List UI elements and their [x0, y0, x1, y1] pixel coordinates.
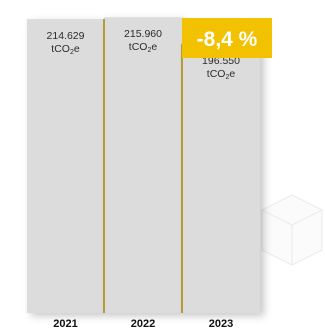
bar-2022	[104, 17, 182, 313]
change-badge-background	[182, 18, 272, 58]
change-badge: -8,4 %	[182, 18, 272, 58]
change-badge-text: -8,4 %	[197, 28, 258, 51]
x-label-2023: 2023	[209, 318, 233, 328]
x-label-2021: 2021	[53, 318, 77, 328]
unit-label-2022: tCO2e	[129, 41, 158, 54]
value-label-2021: 214.629	[47, 30, 85, 42]
value-label-2022: 215.960	[124, 28, 162, 40]
x-label-2022: 2022	[131, 318, 155, 328]
box-icon	[261, 194, 323, 266]
bar-2023	[182, 43, 260, 314]
unit-label-2021: tCO2e	[51, 43, 80, 56]
unit-label-2023: tCO2e	[207, 68, 236, 81]
bars-group	[27, 17, 260, 314]
x-axis-labels: 2021 2022 2023	[53, 318, 233, 328]
bar-2021	[27, 19, 104, 314]
